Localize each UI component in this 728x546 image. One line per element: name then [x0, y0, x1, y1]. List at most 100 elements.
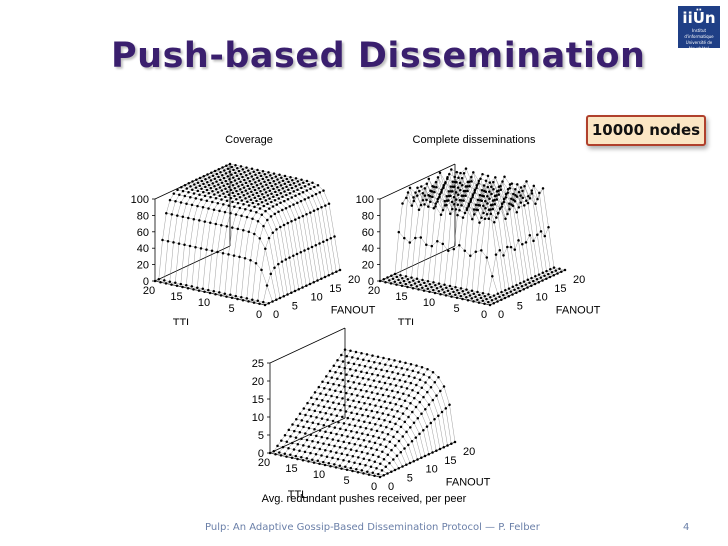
data-point [242, 194, 246, 197]
data-point [333, 407, 337, 411]
data-point [309, 451, 312, 455]
data-point [524, 283, 528, 286]
data-point [211, 189, 214, 193]
data-point [277, 197, 281, 200]
data-point [258, 171, 261, 175]
data-point [463, 293, 466, 296]
data-point [419, 283, 422, 286]
data-point [390, 448, 393, 452]
data-point [391, 371, 394, 374]
data-point [397, 278, 400, 282]
data-point [224, 187, 227, 190]
data-point [183, 194, 187, 198]
z-tick-label: 100 [131, 194, 149, 206]
data-point [316, 459, 320, 463]
data-point [432, 281, 435, 284]
data-point [300, 178, 303, 181]
data-point [259, 189, 262, 193]
chart-title: Coverage [225, 134, 273, 146]
data-point [492, 187, 495, 191]
data-point [307, 183, 311, 186]
data-point [366, 415, 370, 418]
data-point [271, 300, 274, 303]
data-point [367, 396, 370, 400]
data-point [442, 385, 446, 388]
data-point [299, 251, 303, 254]
data-point [487, 293, 490, 296]
chart-title: Avg. redundant pushes received, per peer [262, 493, 467, 505]
data-point [361, 376, 365, 380]
data-point [375, 448, 379, 452]
data-point [451, 180, 455, 184]
data-point [203, 290, 206, 294]
data-point [338, 268, 342, 272]
data-point [157, 278, 161, 281]
data-point [545, 269, 548, 273]
data-point [312, 209, 316, 213]
data-point [541, 187, 545, 190]
data-point [300, 437, 303, 441]
data-point [427, 205, 430, 208]
data-point [408, 186, 412, 190]
data-point [455, 198, 458, 201]
data-point [230, 181, 233, 184]
mesh-line-fanout [341, 354, 452, 444]
data-point [237, 185, 240, 188]
data-point [303, 450, 307, 454]
data-point [430, 285, 433, 289]
data-point [283, 452, 287, 455]
data-point [372, 397, 376, 401]
data-point [340, 434, 344, 437]
data-point [310, 245, 314, 249]
data-point [376, 355, 380, 359]
chart-title: Complete disseminations [413, 134, 536, 146]
data-point [272, 172, 276, 175]
data-point [466, 189, 469, 193]
data-point [163, 279, 166, 282]
data-point [520, 285, 524, 288]
data-point [358, 363, 361, 367]
data-point [452, 195, 456, 199]
data-point [312, 281, 316, 284]
data-point [227, 193, 231, 197]
data-point [354, 387, 357, 391]
data-point [237, 192, 240, 196]
data-point [376, 374, 380, 377]
data-point [281, 208, 284, 212]
data-point [286, 293, 289, 296]
data-point [415, 364, 418, 367]
data-point [295, 252, 299, 256]
data-point [204, 185, 207, 189]
data-point [249, 209, 253, 212]
data-point [241, 175, 244, 179]
data-point [253, 205, 256, 209]
data-point [283, 199, 286, 203]
data-point [507, 295, 511, 298]
data-point [399, 273, 402, 277]
data-point [532, 239, 535, 243]
data-point [275, 228, 278, 231]
data-point [164, 282, 168, 285]
data-point [491, 199, 495, 202]
data-point [454, 293, 457, 297]
data-point [398, 360, 402, 363]
data-point [497, 211, 500, 215]
data-point [172, 192, 176, 195]
data-point [448, 292, 452, 295]
data-point [295, 417, 298, 421]
data-point [526, 278, 530, 282]
data-point [243, 257, 247, 260]
data-point [398, 378, 402, 382]
data-point [407, 443, 410, 447]
data-point [208, 291, 212, 295]
data-point [478, 193, 482, 197]
data-point [223, 292, 227, 295]
data-point [399, 425, 403, 429]
data-point [366, 470, 369, 473]
data-point [455, 296, 459, 300]
data-point [237, 177, 241, 181]
data-point [448, 403, 451, 406]
fanout-tick-label: 20 [348, 274, 360, 286]
data-point [450, 442, 453, 446]
data-point [473, 188, 477, 192]
